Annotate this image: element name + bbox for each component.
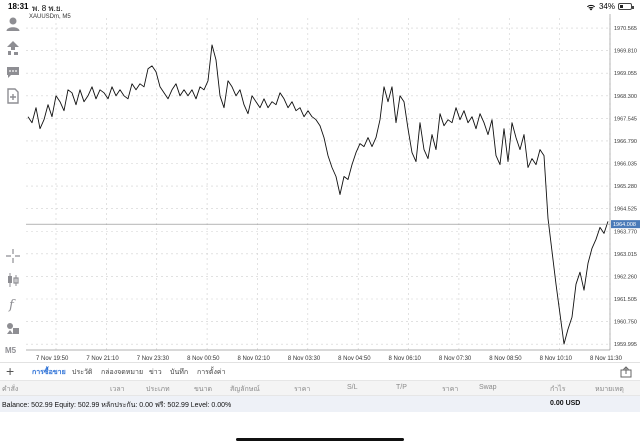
tab-journal[interactable]: บันทึก: [170, 369, 189, 376]
price-tick-label: 1964.525: [614, 207, 637, 213]
price-tick-label: 1967.545: [614, 116, 637, 122]
time-tick-label: 8 Nov 06:10: [389, 356, 422, 362]
time-tick-label: 8 Nov 11:30: [590, 356, 623, 362]
price-tick-label: 1963.015: [614, 252, 637, 258]
trade-arrows-icon[interactable]: [5, 40, 21, 56]
wifi-icon: [586, 4, 595, 10]
price-chart[interactable]: 7 Nov 19:50 7 Nov 21:10 7 Nov 23:30 8 Nov 0…: [26, 14, 640, 362]
tab-trade[interactable]: การซื้อขาย: [32, 369, 66, 382]
objects-icon[interactable]: [5, 320, 21, 336]
left-toolbar: f M5: [0, 14, 26, 362]
price-series-line: [27, 44, 609, 345]
price-tick-label: 1965.280: [614, 184, 637, 190]
col-volume: ขนาด: [194, 386, 213, 393]
col-symbol: สัญลักษณ์: [230, 386, 260, 393]
current-price-label: 1964.008: [613, 222, 636, 228]
terminal-tabs: + การซื้อขาย ประวัติ กล่องจดหมาย ข่าว บั…: [0, 362, 640, 382]
crosshair-icon[interactable]: [5, 248, 21, 264]
col-swap: Swap: [479, 384, 497, 391]
col-comment: หมายเหตุ: [595, 386, 624, 393]
col-type: ประเภท: [146, 386, 170, 393]
col-order: คำสั่ง: [2, 386, 19, 393]
time-tick-label: 7 Nov 19:50: [36, 356, 69, 362]
chat-icon[interactable]: [5, 64, 21, 80]
new-document-icon[interactable]: [5, 88, 21, 104]
time-tick-label: 8 Nov 07:30: [439, 356, 472, 362]
status-bar: 18:31 พ. 8 พ.ย. 34%: [0, 0, 640, 14]
col-sl: S/L: [347, 384, 358, 391]
status-right: 34%: [586, 2, 634, 11]
time-tick-label: 8 Nov 08:50: [489, 356, 522, 362]
price-tick-label: 1969.810: [614, 49, 637, 55]
price-tick-label: 1963.770: [614, 229, 637, 235]
tab-settings[interactable]: การตั้งค่า: [197, 369, 226, 376]
col-profit: กำไร: [550, 386, 566, 393]
current-price-tag: [611, 220, 640, 229]
chart-canvas[interactable]: 7 Nov 19:50 7 Nov 21:10 7 Nov 23:30 8 Nov 0…: [26, 14, 640, 362]
price-tick-label: 1969.055: [614, 71, 637, 77]
price-tick-label: 1968.300: [614, 94, 637, 100]
price-tick-label: 1959.995: [614, 342, 637, 348]
timeframe-label[interactable]: M5: [5, 346, 17, 355]
price-tick-label: 1966.035: [614, 162, 637, 168]
price-tick-label: 1970.565: [614, 26, 637, 32]
indicator-icon[interactable]: f: [5, 296, 21, 312]
col-price: ราคา: [294, 386, 311, 393]
tab-history[interactable]: ประวัติ: [72, 369, 93, 376]
col-current-price: ราคา: [442, 386, 459, 393]
time-tick-label: 8 Nov 02:10: [237, 356, 270, 362]
total-profit: 0.00 USD: [550, 400, 581, 407]
status-time: 18:31: [8, 2, 29, 11]
svg-text:f: f: [8, 298, 16, 312]
candlestick-icon[interactable]: [5, 272, 21, 288]
tab-mailbox[interactable]: กล่องจดหมาย: [101, 369, 144, 376]
col-tp: T/P: [396, 384, 407, 391]
export-icon[interactable]: [620, 366, 632, 378]
price-tick-label: 1960.750: [614, 320, 637, 326]
time-tick-label: 8 Nov 10:10: [540, 356, 573, 362]
price-tick-label: 1966.790: [614, 139, 637, 145]
balance-summary: Balance: 502.99 Equity: 502.99 หลักประกั…: [2, 402, 232, 409]
battery-percent: 34%: [598, 2, 615, 11]
account-icon[interactable]: [5, 16, 21, 32]
tab-news[interactable]: ข่าว: [149, 369, 162, 376]
status-date: พ. 8 พ.ย.: [32, 4, 63, 13]
add-order-icon[interactable]: +: [6, 363, 15, 379]
time-tick-label: 7 Nov 21:10: [86, 356, 119, 362]
price-tick-label: 1962.260: [614, 274, 637, 280]
battery-icon: [618, 3, 634, 10]
home-indicator[interactable]: [236, 438, 404, 441]
time-tick-label: 8 Nov 04:50: [338, 356, 371, 362]
col-time: เวลา: [110, 386, 125, 393]
chart-symbol-label: XAUUSDm, M5: [29, 14, 71, 20]
time-tick-label: 8 Nov 03:30: [288, 356, 321, 362]
orders-table-header: คำสั่ง เวลา ประเภท ขนาด สัญลักษณ์ ราคา S…: [0, 380, 640, 396]
time-tick-label: 8 Nov 00:50: [187, 356, 220, 362]
price-tick-label: 1961.505: [614, 297, 637, 303]
balance-row: Balance: 502.99 Equity: 502.99 หลักประกั…: [0, 396, 640, 412]
time-tick-label: 7 Nov 23:30: [137, 356, 170, 362]
